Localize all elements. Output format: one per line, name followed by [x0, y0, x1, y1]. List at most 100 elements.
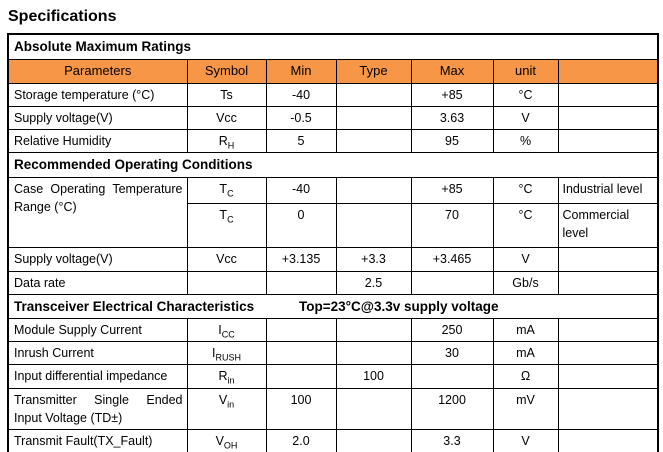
max-cell: 250 — [410, 318, 494, 343]
type-cell — [335, 105, 412, 130]
max-cell: 1200 — [410, 387, 494, 430]
symbol-base: V — [215, 433, 224, 448]
min-cell — [265, 270, 337, 295]
unit-cell: °C — [492, 176, 559, 204]
page-title: Specifications — [8, 8, 117, 25]
table-row: TC 0 70 °C Commercial level — [8, 202, 659, 248]
min-cell: 100 — [265, 387, 337, 430]
max-cell: 3.63 — [410, 105, 494, 130]
unit-cell: % — [492, 128, 559, 153]
table-row: Module Supply Current ICC 250 mA — [7, 318, 659, 343]
symbol-cell: RH — [186, 128, 267, 153]
section-title: Absolute Maximum Ratings — [7, 33, 659, 60]
note-cell — [557, 128, 659, 153]
note-cell — [557, 387, 659, 430]
note-cell — [557, 428, 659, 452]
section-header-transceiver-electrical-characteristics: Transceiver Electrical Characteristics T… — [7, 293, 659, 320]
max-cell: +85 — [410, 176, 494, 204]
type-cell — [335, 428, 412, 452]
param-cell: Transmit Fault(TX_Fault) — [7, 428, 188, 452]
symbol-subscript: in — [227, 399, 235, 410]
param-cell: Input differential impedance — [7, 364, 188, 389]
table-row: Inrush Current IRUSH 30 mA — [7, 341, 659, 366]
min-cell — [265, 318, 337, 343]
unit-cell: mV — [492, 387, 559, 430]
table-row: Input differential impedance Rin 100 Ω — [7, 364, 659, 389]
note-cell: Industrial level — [557, 176, 659, 204]
type-cell — [335, 341, 412, 366]
max-cell — [410, 270, 494, 295]
symbol-cell: IRUSH — [186, 341, 267, 366]
specifications-table: Absolute Maximum Ratings Parameters Symb… — [7, 33, 660, 452]
symbol-base: Ts — [220, 87, 233, 102]
table-row: Case Operating Temperature Range (°C) TC… — [7, 176, 659, 248]
symbol-base: V — [218, 392, 228, 407]
unit-cell: °C — [492, 82, 559, 107]
symbol-subscript: C — [227, 188, 234, 198]
type-cell — [335, 202, 412, 248]
table-row: Relative Humidity RH 5 95 % — [7, 128, 659, 153]
param-cell: Supply voltage(V) — [7, 246, 188, 272]
section-header-recommended-operating-conditions: Recommended Operating Conditions — [7, 151, 659, 178]
unit-cell: °C — [492, 202, 559, 248]
min-cell: -0.5 — [265, 105, 337, 130]
type-cell — [335, 82, 412, 107]
table-row: Storage temperature (°C) Ts -40 +85 °C — [7, 82, 659, 107]
symbol-subscript: in — [227, 375, 235, 386]
note-cell — [557, 105, 659, 130]
symbol-subscript: C — [227, 214, 234, 224]
symbol-base: R — [218, 133, 228, 148]
param-cell: Case Operating Temperature Range (°C) — [7, 176, 188, 248]
param-cell: Transmitter Single Ended Input Voltage (… — [7, 387, 188, 430]
max-cell — [410, 364, 494, 389]
table-row: Transmitter Single Ended Input Voltage (… — [7, 387, 659, 430]
type-cell — [335, 318, 412, 343]
symbol-cell: Rin — [186, 364, 267, 389]
type-cell — [335, 387, 412, 430]
table-row: Supply voltage(V) Vcc -0.5 3.63 V — [7, 105, 659, 130]
symbol-cell: TC — [186, 176, 267, 204]
unit-cell: Ω — [492, 364, 559, 389]
param-cell: Relative Humidity — [7, 128, 188, 153]
symbol-base: I — [212, 346, 216, 361]
symbol-base: Vcc — [216, 110, 237, 125]
symbol-base: T — [219, 207, 228, 222]
table-row: Data rate 2.5 Gb/s — [7, 270, 659, 295]
symbol-base: I — [218, 323, 222, 338]
symbol-cell: Vin — [186, 387, 267, 430]
table-row: Transmit Fault(TX_Fault) VOH 2.0 3.3 V — [7, 428, 659, 452]
symbol-cell — [186, 270, 267, 295]
symbol-cell: Ts — [186, 82, 267, 107]
unit-cell: V — [492, 246, 559, 272]
symbol-base: T — [219, 181, 228, 196]
unit-cell: V — [492, 105, 559, 130]
section-title: Recommended Operating Conditions — [7, 151, 659, 178]
min-cell: 0 — [265, 202, 337, 248]
section-title: Transceiver Electrical Characteristics — [14, 298, 255, 314]
column-header-min: Min — [265, 58, 337, 84]
unit-cell: V — [492, 428, 559, 452]
symbol-cell: VOH — [186, 428, 267, 452]
symbol-cell: Vcc — [186, 105, 267, 130]
unit-cell: mA — [492, 341, 559, 366]
unit-cell: mA — [492, 318, 559, 343]
max-cell: 95 — [410, 128, 494, 153]
type-cell: 100 — [335, 364, 412, 389]
param-cell: Module Supply Current — [7, 318, 188, 343]
param-cell: Storage temperature (°C) — [7, 82, 188, 107]
symbol-cell: Vcc — [186, 246, 267, 272]
column-header-type: Type — [335, 58, 412, 84]
min-cell: -40 — [265, 176, 337, 204]
note-cell — [557, 364, 659, 389]
type-cell: 2.5 — [335, 270, 412, 295]
section-header-absolute-maximum-ratings: Absolute Maximum Ratings — [7, 33, 659, 60]
max-cell: +85 — [410, 82, 494, 107]
note-cell: Commercial level — [557, 202, 659, 248]
symbol-base: R — [218, 369, 228, 384]
symbol-subscript: CC — [221, 329, 235, 340]
param-cell: Supply voltage(V) — [7, 105, 188, 130]
min-cell: -40 — [265, 82, 337, 107]
param-cell: Inrush Current — [7, 341, 188, 366]
column-header-parameters: Parameters — [7, 58, 188, 84]
